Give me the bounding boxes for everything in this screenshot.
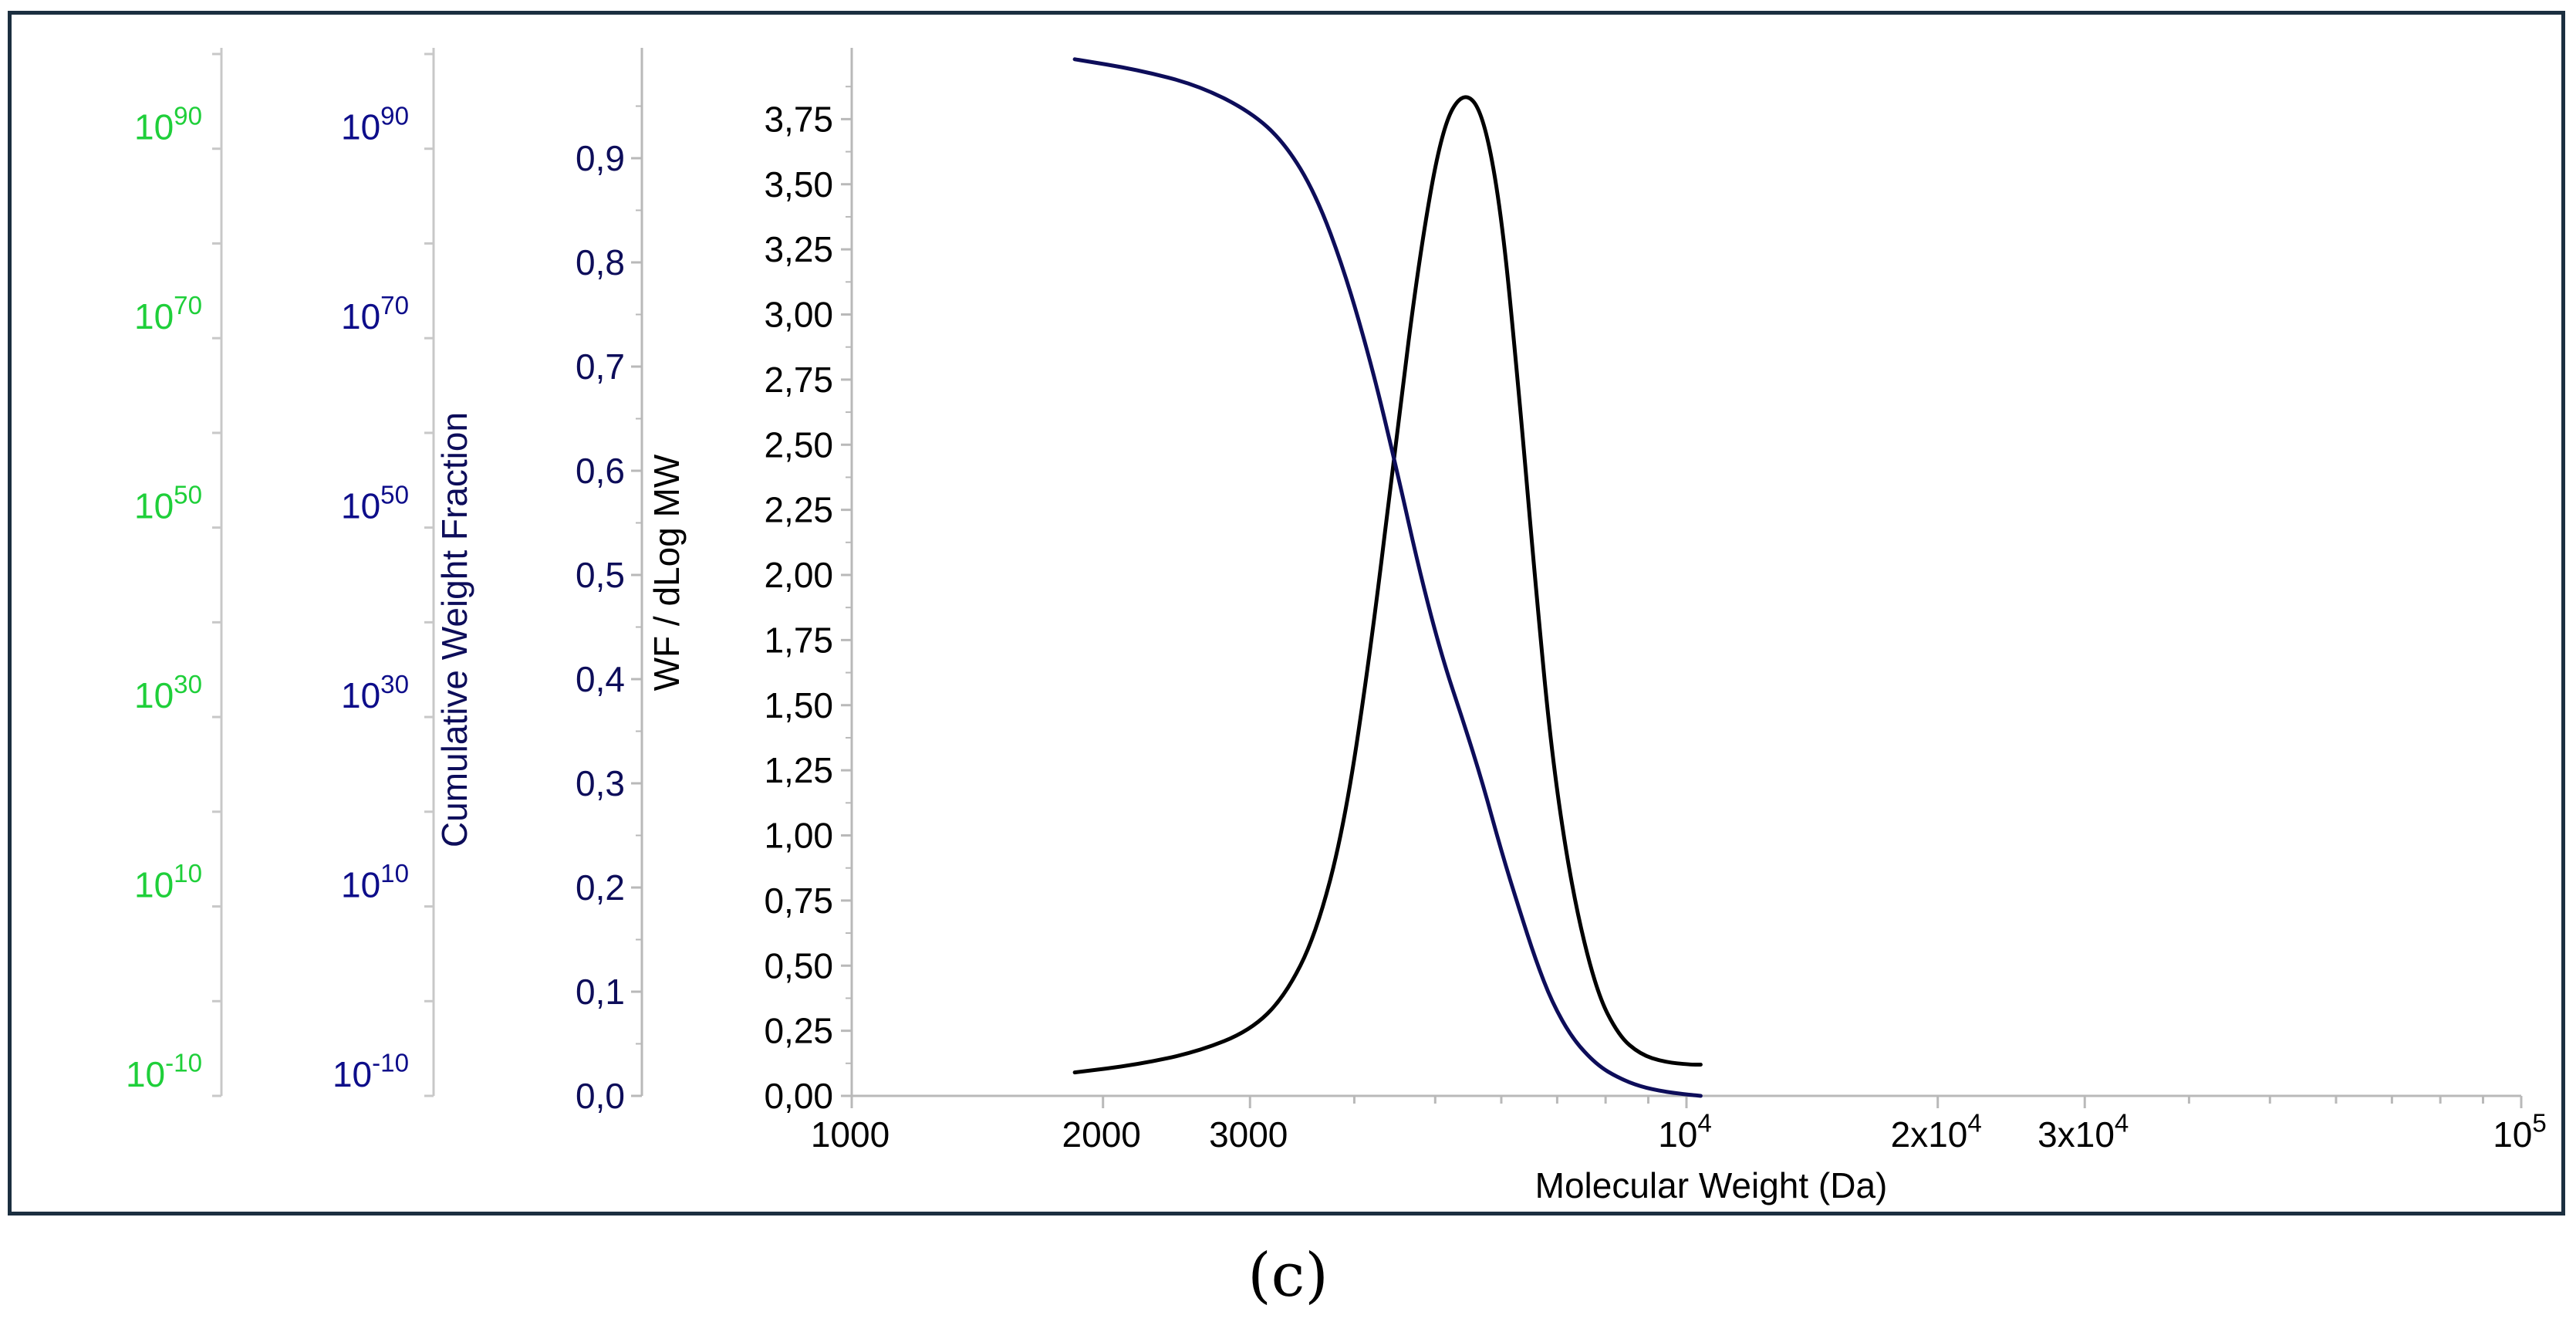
y-axis-log-blue-tick-label: 1030: [341, 671, 409, 715]
y-axis-log-blue-tick-label: 1010: [341, 860, 409, 904]
y-axis-log-blue-tick-label: 1090: [341, 102, 409, 147]
y-tick-label-wf: 0,50: [764, 945, 833, 986]
y-tick-label-wf: 2,00: [764, 555, 833, 595]
y-tick-label-wf: 3,25: [764, 229, 833, 269]
x-axis-title: Molecular Weight (Da): [1535, 1165, 1888, 1205]
y-axis-log-blue-tick-label: 10-10: [333, 1050, 409, 1094]
y-tick-label-cwf: 0,8: [576, 242, 625, 282]
y-tick-label-wf: 0,25: [764, 1011, 833, 1051]
y-axis-log-green-tick-label: 1090: [134, 102, 202, 147]
y-tick-label-wf: 2,25: [764, 490, 833, 530]
chart-frame: [8, 11, 2565, 1215]
y-tick-label-wf: 3,00: [764, 295, 833, 335]
series-line-cwf: [1072, 57, 1703, 1098]
y-tick-label-wf: 0,75: [764, 881, 833, 921]
y-tick-label-cwf: 0,5: [576, 555, 625, 595]
y-axis-log-green-tick-label: 1050: [134, 481, 202, 526]
x-tick-label: 3000: [1209, 1114, 1288, 1155]
y-tick-label-wf: 1,00: [764, 816, 833, 856]
y-tick-label-wf: 3,75: [764, 99, 833, 139]
y-axis-title-cwf: Cumulative Weight Fraction: [434, 412, 474, 847]
y-tick-label-wf: 1,50: [764, 685, 833, 725]
y-tick-label-cwf: 0,9: [576, 138, 625, 178]
y-tick-label-cwf: 0,1: [576, 972, 625, 1012]
chart: 1000 2000 3000 104 2x104 3x104 105 Molecular We…: [126, 48, 2547, 1205]
y-tick-label-wf: 1,75: [764, 620, 833, 660]
y-tick-label-cwf: 0,7: [576, 347, 625, 387]
series-line-wf: [1072, 95, 1703, 1075]
x-tick-label: 2000: [1062, 1114, 1141, 1155]
y-axis-log-green-tick-label: 1070: [134, 292, 202, 336]
y-tick-label-wf: 0,00: [764, 1076, 833, 1116]
x-tick-label: 104: [1658, 1110, 1712, 1155]
y-tick-label-cwf: 0,6: [576, 451, 625, 491]
x-tick-label: 2x104: [1891, 1110, 1982, 1155]
x-tick-label: 1000: [811, 1114, 890, 1155]
y-axis-log-green-tick-label: 1010: [134, 860, 202, 904]
panel-caption: (c): [1247, 1241, 1329, 1310]
y-tick-label-cwf: 0,0: [576, 1076, 625, 1116]
y-axis-log-blue-tick-label: 1050: [341, 481, 409, 526]
x-tick-label: 3x104: [2038, 1110, 2129, 1155]
y-tick-label-wf: 2,50: [764, 424, 833, 465]
y-tick-label-wf: 1,25: [764, 750, 833, 790]
y-tick-label-cwf: 0,2: [576, 867, 625, 908]
x-tick-label: 105: [2493, 1110, 2547, 1155]
y-tick-label-wf: 2,75: [764, 360, 833, 400]
y-axis-log-green-tick-label: 10-10: [126, 1050, 202, 1094]
y-tick-label-cwf: 0,4: [576, 659, 625, 699]
y-axis-log-green-tick-label: 1030: [134, 671, 202, 715]
y-axis-title-wf: WF / dLog MW: [647, 454, 687, 691]
y-tick-label-wf: 3,50: [764, 164, 833, 205]
y-tick-label-cwf: 0,3: [576, 763, 625, 803]
y-axis-log-blue-tick-label: 1070: [341, 292, 409, 336]
